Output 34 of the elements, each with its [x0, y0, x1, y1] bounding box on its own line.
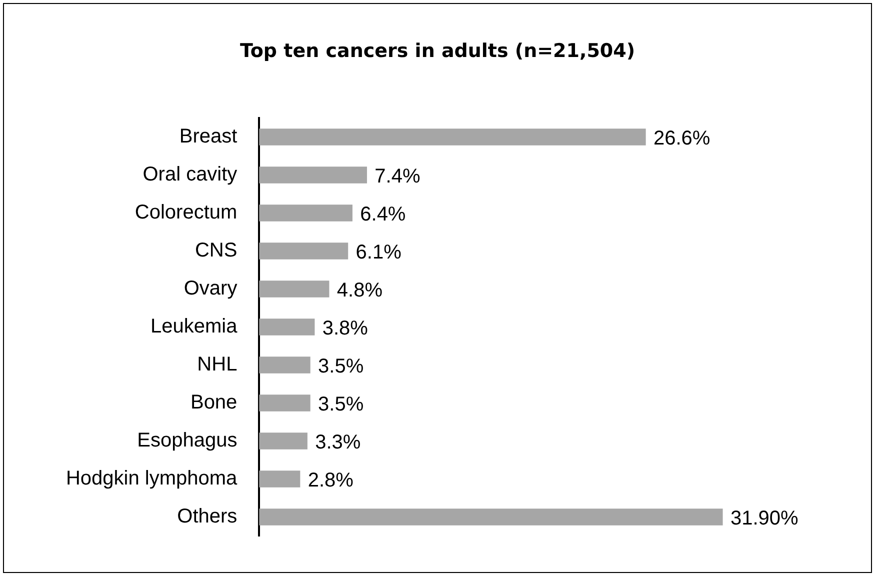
data-label: 31.90% — [730, 508, 798, 530]
chart-title: Top ten cancers in adults (n=21,504) — [238, 40, 636, 62]
bar — [259, 242, 348, 260]
bar — [259, 432, 308, 450]
data-label: 3.5% — [318, 394, 364, 416]
bar — [259, 394, 310, 412]
bar — [259, 280, 330, 298]
y-tick-label: Oral cavity — [142, 164, 238, 186]
y-tick-label: Bone — [190, 392, 238, 414]
bar — [259, 204, 352, 222]
data-label: 6.4% — [360, 204, 406, 226]
bar — [259, 128, 646, 146]
bar — [259, 166, 367, 184]
bar — [259, 356, 310, 374]
data-label: 4.8% — [336, 280, 383, 302]
data-label: 2.8% — [308, 470, 354, 492]
y-tick-label: Hodgkin lymphoma — [66, 468, 238, 490]
y-tick-label: Leukemia — [150, 316, 238, 338]
y-tick-label: Esophagus — [137, 430, 238, 452]
bar — [259, 318, 315, 336]
y-tick-label: Ovary — [184, 278, 238, 300]
y-tick-label: CNS — [194, 240, 238, 262]
data-label: 26.6% — [653, 128, 710, 150]
bar — [259, 508, 723, 526]
data-label: 3.8% — [322, 318, 368, 340]
data-label: 3.5% — [318, 356, 364, 378]
y-tick-label: NHL — [197, 354, 238, 376]
y-tick-label: Breast — [179, 126, 238, 148]
data-label: 3.3% — [315, 432, 361, 454]
bar — [259, 470, 300, 488]
data-label: 7.4% — [374, 166, 420, 188]
y-tick-label: Others — [177, 506, 238, 528]
y-tick-label: Colorectum — [134, 202, 238, 224]
data-label: 6.1% — [356, 242, 402, 264]
